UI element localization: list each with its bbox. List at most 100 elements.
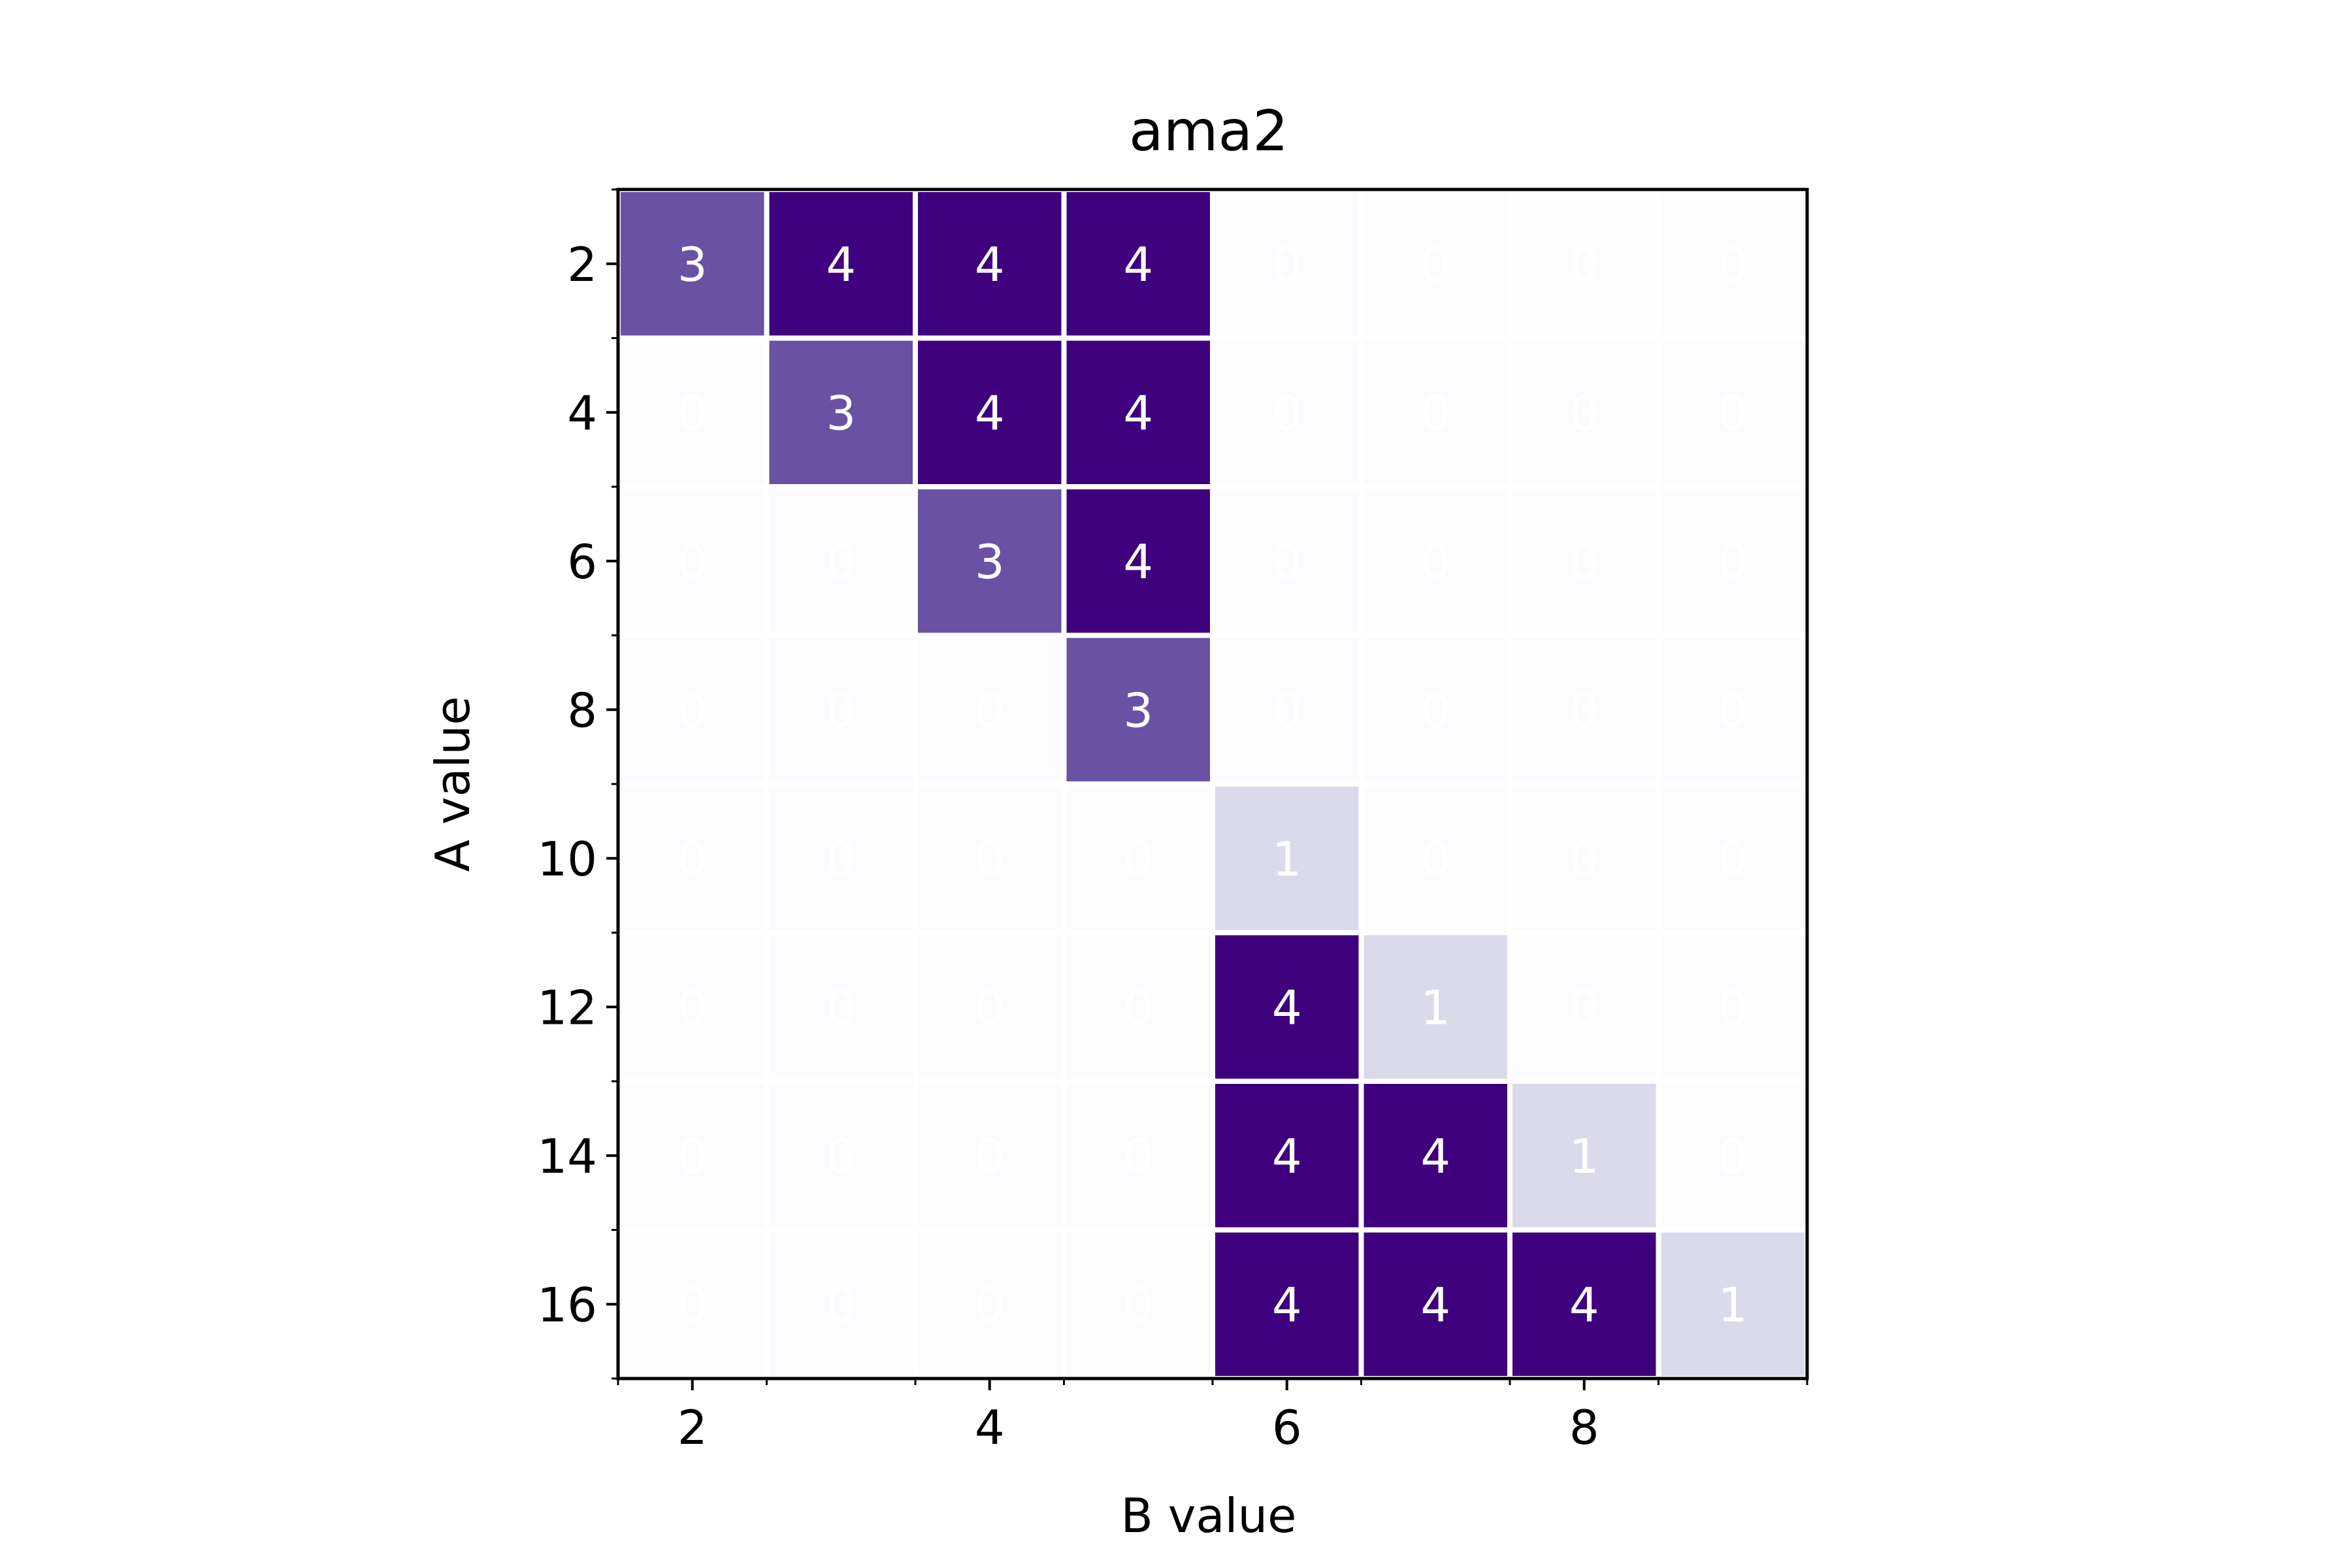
heatmap-cell xyxy=(1215,638,1359,781)
y-axis-label: A value xyxy=(425,696,480,872)
heatmap-cell xyxy=(1066,489,1210,633)
heatmap-cell xyxy=(1661,340,1805,484)
heatmap-cell-label: 0 xyxy=(1123,980,1153,1035)
heatmap-cell xyxy=(621,1084,764,1228)
heatmap-cell xyxy=(1512,340,1656,484)
heatmap-cell xyxy=(918,638,1062,781)
y-tick-label: 14 xyxy=(537,1129,597,1184)
heatmap-cell-label: 0 xyxy=(678,1277,708,1332)
heatmap-cell-label: 4 xyxy=(1123,534,1153,589)
heatmap-cell xyxy=(1215,1232,1359,1376)
heatmap-cell xyxy=(1661,489,1805,633)
heatmap-cell-label: 3 xyxy=(975,534,1005,589)
heatmap-cell-label: 3 xyxy=(678,237,708,292)
heatmap-cell-label: 0 xyxy=(1718,534,1748,589)
heatmap-cell xyxy=(1661,192,1805,336)
heatmap-cell xyxy=(918,192,1062,336)
heatmap-cell xyxy=(1364,1084,1507,1228)
heatmap-cell xyxy=(1512,638,1656,781)
x-axis-label: B value xyxy=(1121,1488,1297,1543)
heatmap-cell xyxy=(1364,787,1507,930)
heatmap-cell-label: 0 xyxy=(975,832,1005,887)
heatmap-cell-label: 0 xyxy=(1569,534,1599,589)
heatmap-cell xyxy=(1364,489,1507,633)
heatmap-cell xyxy=(621,489,764,633)
heatmap-cell xyxy=(769,638,913,781)
heatmap-cell-label: 0 xyxy=(1272,683,1302,738)
heatmap-cell-label: 0 xyxy=(1569,980,1599,1035)
heatmap-cell xyxy=(1066,1232,1210,1376)
heatmap-cell-label: 0 xyxy=(678,683,708,738)
x-tick-label: 6 xyxy=(1272,1400,1302,1455)
heatmap-cell xyxy=(1512,935,1656,1079)
heatmap-cell xyxy=(1512,192,1656,336)
x-tick-label: 8 xyxy=(1569,1400,1599,1455)
heatmap-cell-label: 0 xyxy=(1718,1129,1748,1184)
heatmap-cell-label: 0 xyxy=(1272,534,1302,589)
heatmap-cell xyxy=(1066,787,1210,930)
heatmap-cell xyxy=(1661,935,1805,1079)
heatmap-cell-label: 0 xyxy=(975,1277,1005,1332)
heatmap-cell-label: 0 xyxy=(975,1129,1005,1184)
heatmap-cell xyxy=(1364,638,1507,781)
heatmap-cell xyxy=(621,1232,764,1376)
heatmap-cell-label: 0 xyxy=(1420,237,1450,292)
heatmap-cell-label: 0 xyxy=(1123,1129,1153,1184)
heatmap-cell xyxy=(1661,787,1805,930)
heatmap-cell-label: 0 xyxy=(1123,832,1153,887)
heatmap-cell xyxy=(1364,192,1507,336)
heatmap-cell-label: 0 xyxy=(678,980,708,1035)
heatmap-cell-label: 0 xyxy=(1569,237,1599,292)
heatmap-cell xyxy=(918,935,1062,1079)
x-axis-ticks: 2 4 6 8 xyxy=(617,1379,1808,1455)
y-tick-label: 8 xyxy=(567,683,597,738)
heatmap-cell xyxy=(769,192,913,336)
heatmap-cell-label: 0 xyxy=(826,1277,856,1332)
heatmap-cell-label: 0 xyxy=(1272,385,1302,440)
heatmap-cell-label: 0 xyxy=(678,832,708,887)
heatmap-cell xyxy=(1066,638,1210,781)
heatmap-cell xyxy=(1066,340,1210,484)
chart-title: ama2 xyxy=(1129,99,1288,164)
heatmap-cell-label: 0 xyxy=(1569,683,1599,738)
heatmap-cell-label: 0 xyxy=(1718,237,1748,292)
heatmap-cell xyxy=(918,1232,1062,1376)
x-tick-label: 4 xyxy=(975,1400,1005,1455)
y-tick-label: 10 xyxy=(537,832,597,887)
heatmap-cell xyxy=(918,489,1062,633)
heatmap-cell xyxy=(918,1084,1062,1228)
heatmap-cell xyxy=(1215,340,1359,484)
heatmap-cell-label: 0 xyxy=(678,1129,708,1184)
heatmap-cell xyxy=(1364,1232,1507,1376)
heatmap-cell-label: 3 xyxy=(1123,683,1153,738)
heatmap-cell-label: 0 xyxy=(678,534,708,589)
heatmap-cell-label: 0 xyxy=(1569,385,1599,440)
heatmap-cell-label: 4 xyxy=(1123,237,1153,292)
heatmap-cell-label: 0 xyxy=(1569,832,1599,887)
heatmap-cell-label: 0 xyxy=(1272,237,1302,292)
heatmap-cell xyxy=(1661,1232,1805,1376)
heatmap-cell-label: 0 xyxy=(975,683,1005,738)
heatmap-cell xyxy=(1215,1084,1359,1228)
heatmap-cell-label: 4 xyxy=(1272,1129,1302,1184)
heatmap-cell xyxy=(769,340,913,484)
heatmap-cell xyxy=(1215,935,1359,1079)
heatmap-cell-label: 0 xyxy=(1123,1277,1153,1332)
heatmap-cell-label: 1 xyxy=(1272,832,1302,887)
heatmap-cell xyxy=(1066,1084,1210,1228)
heatmap-cell xyxy=(1512,1232,1656,1376)
heatmap-cell xyxy=(1215,787,1359,930)
heatmap-cell-label: 0 xyxy=(1420,534,1450,589)
heatmap-cell xyxy=(1215,192,1359,336)
heatmap-cell-label: 4 xyxy=(1569,1277,1599,1332)
heatmap-cell xyxy=(1066,935,1210,1079)
heatmap-cell-label: 0 xyxy=(975,980,1005,1035)
heatmap-cell-label: 0 xyxy=(1420,683,1450,738)
heatmap-cell xyxy=(769,489,913,633)
y-tick-label: 12 xyxy=(537,980,597,1035)
heatmap-cell-label: 0 xyxy=(678,385,708,440)
heatmap-cell xyxy=(1512,1084,1656,1228)
heatmap-cell-label: 0 xyxy=(1420,385,1450,440)
heatmap-cell-label: 4 xyxy=(1272,980,1302,1035)
heatmap-cell-label: 4 xyxy=(826,237,856,292)
